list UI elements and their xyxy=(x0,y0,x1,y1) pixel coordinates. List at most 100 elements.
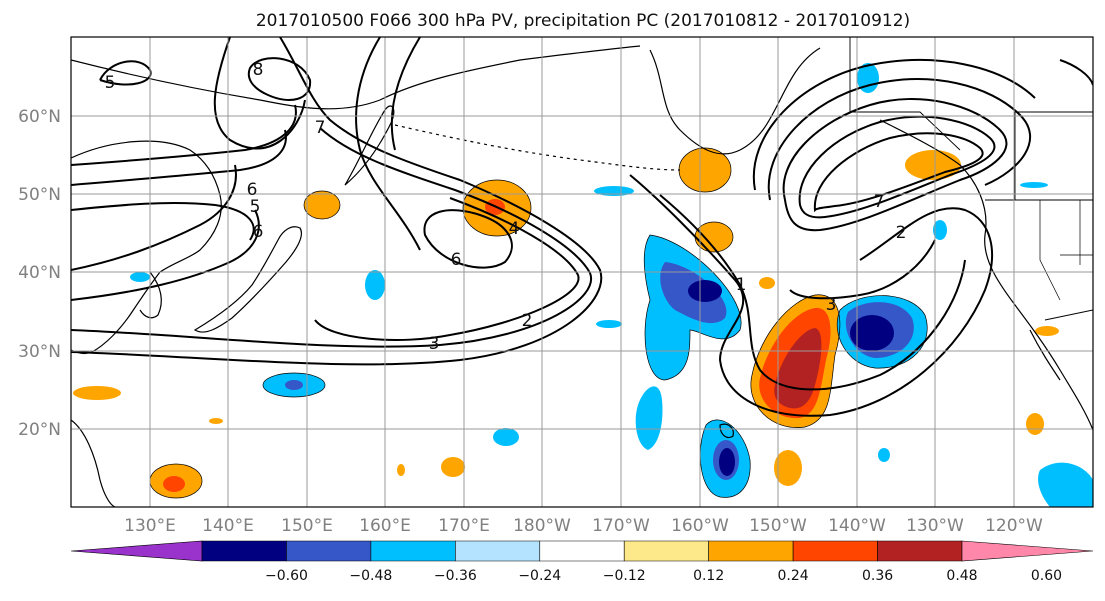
shading-anomaly xyxy=(1035,326,1059,336)
pv-contour xyxy=(71,201,255,241)
pv-contour xyxy=(423,209,513,269)
contour-label: 3 xyxy=(429,334,440,354)
map-frame xyxy=(70,36,1094,508)
contour-label: 3 xyxy=(826,295,837,315)
colorbar-segment xyxy=(623,540,709,562)
pv-contour xyxy=(813,132,984,213)
pv-contour xyxy=(782,98,1008,232)
coastline-alaska xyxy=(649,47,821,155)
colorbar-segments xyxy=(70,540,1094,562)
colorbar-tick-label: −0.36 xyxy=(434,568,477,584)
shading-outline xyxy=(678,147,732,193)
contour-label: 4 xyxy=(509,219,520,239)
shading-outline xyxy=(750,294,841,428)
pv-contour xyxy=(71,209,260,301)
coastline-philippines xyxy=(71,419,116,507)
shading-anomaly xyxy=(688,280,722,302)
latitude-label: 20°N xyxy=(18,420,61,440)
alaska-canada-border xyxy=(849,37,961,151)
shading-outline xyxy=(262,372,326,398)
pv-contour xyxy=(629,174,993,417)
longitude-label: 180°W xyxy=(513,516,571,536)
pv-contour xyxy=(767,78,1032,201)
colorbar-segment xyxy=(201,540,287,562)
pv-contour xyxy=(1059,59,1093,86)
shading-anomaly xyxy=(1038,462,1093,507)
shading-anomaly xyxy=(759,277,775,289)
shading-anomaly xyxy=(857,63,879,93)
shading-anomaly xyxy=(130,272,150,282)
shading-anomaly xyxy=(365,270,385,300)
us-states xyxy=(1039,200,1093,301)
us-mexico-border xyxy=(1044,309,1093,321)
pv-contours xyxy=(71,37,1093,417)
pv-contour xyxy=(71,127,593,348)
coastline-korea xyxy=(139,271,162,319)
latitude-label: 60°N xyxy=(18,107,61,127)
pv-contour xyxy=(213,37,306,150)
pv-contour xyxy=(71,129,287,186)
shading-outline xyxy=(462,179,532,237)
shading-anomaly xyxy=(163,476,185,492)
shading-outline xyxy=(303,190,341,220)
graticule xyxy=(71,37,1093,507)
pv-contour xyxy=(355,37,421,251)
pv-contour xyxy=(390,37,421,151)
colorbar-tick-label: −0.60 xyxy=(265,568,308,584)
shading-anomaly xyxy=(441,457,465,477)
colorbar-tick-label: −0.48 xyxy=(349,568,392,584)
shading-anomaly xyxy=(209,418,223,424)
longitude-label: 150°W xyxy=(749,516,807,536)
colorbar-tick-label: 0.60 xyxy=(1031,568,1062,584)
contour-label: 7 xyxy=(315,118,326,138)
longitude-label: 130°E xyxy=(124,516,176,536)
contour-label: 8 xyxy=(253,60,264,80)
contour-label: 7 xyxy=(874,192,885,212)
pv-contour xyxy=(71,37,603,366)
longitude-label: 120°W xyxy=(985,516,1043,536)
contour-label: 5 xyxy=(105,73,116,93)
longitude-label: 160°E xyxy=(359,516,411,536)
contour-label: 2 xyxy=(896,223,907,243)
colorbar-tick-label: −0.12 xyxy=(603,568,646,584)
colorbar-tick-label: 0.24 xyxy=(778,568,809,584)
latitude-label: 40°N xyxy=(18,263,61,283)
shading-anomaly xyxy=(695,222,733,252)
shading-anomaly xyxy=(1026,413,1044,435)
shading-anomaly xyxy=(1020,182,1048,188)
figure-title: 2017010500 F066 300 hPa PV, precipitatio… xyxy=(256,11,910,31)
shading-anomaly xyxy=(850,315,894,351)
shading-outline xyxy=(643,234,742,381)
shading-anomaly xyxy=(397,464,405,476)
contour-labels: 5 8 7 6 5 6 4 6 3 2 1 3 7 2 xyxy=(105,60,907,354)
pv-contour xyxy=(247,57,312,101)
colorbar-segment xyxy=(708,540,794,562)
coastline-east-asia xyxy=(71,140,222,355)
latitude-label: 30°N xyxy=(18,342,61,362)
coastline-siberia xyxy=(71,45,641,110)
longitude-label: 170°E xyxy=(438,516,490,536)
pv-contour xyxy=(314,197,580,341)
colorbar-extend-max xyxy=(961,540,1094,562)
longitude-label: 140°W xyxy=(828,516,886,536)
colorbar-segment xyxy=(370,540,456,562)
latitude-label: 50°N xyxy=(18,185,61,205)
shading-anomaly xyxy=(679,148,731,192)
pv-contour xyxy=(798,115,996,219)
colorbar-ticks: −0.60 −0.48 −0.36 −0.24 −0.12 0.12 0.24 0.36 0.4… xyxy=(265,568,1062,584)
colorbar-tick-label: −0.24 xyxy=(518,568,561,584)
longitude-label: 140°E xyxy=(202,516,254,536)
colorbar-segment xyxy=(877,540,963,562)
longitude-label: 160°W xyxy=(671,516,729,536)
contour-label: 6 xyxy=(451,250,462,270)
pv-contour xyxy=(71,164,237,271)
canada-provinces xyxy=(1014,111,1093,200)
coastline-hawaii xyxy=(719,423,734,439)
contour-label: 6 xyxy=(247,180,258,200)
colorbar-segment xyxy=(286,540,372,562)
shading-anomaly xyxy=(304,191,340,219)
shading-anomaly xyxy=(596,320,622,328)
longitude-label: 150°E xyxy=(281,516,333,536)
colorbar-tick-label: 0.36 xyxy=(862,568,893,584)
